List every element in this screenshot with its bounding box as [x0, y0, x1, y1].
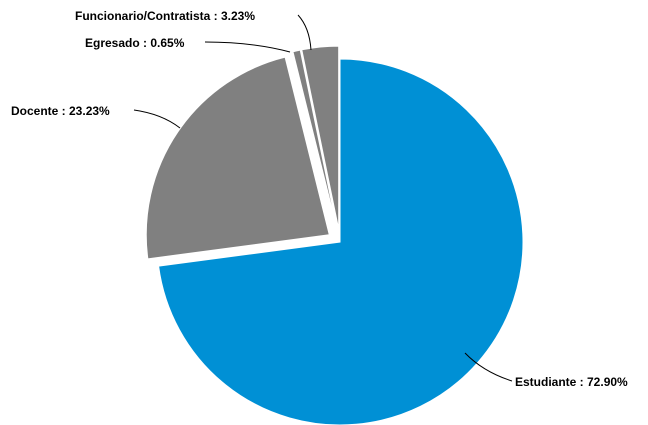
leader-line-egresado [204, 41, 291, 53]
pie-slices [145, 45, 524, 425]
slice-label-egresado: Egresado : 0.65% [85, 36, 185, 50]
leader-line-funcionario-contratista [297, 14, 312, 51]
pie-slice-egresado [292, 49, 338, 230]
slice-label-funcionario-contratista: Funcionario/Contratista : 3.23% [75, 9, 255, 23]
leader-line-docente [133, 109, 181, 129]
leader-line-estudiante [464, 352, 513, 382]
pie-slice-estudiante [158, 58, 524, 425]
slice-label-docente: Docente : 23.23% [11, 104, 110, 118]
leader-lines [133, 14, 513, 382]
slice-labels: Estudiante : 72.90% Docente : 23.23% Egr… [11, 9, 628, 389]
pie-slice-docente [145, 56, 330, 260]
slice-label-estudiante: Estudiante : 72.90% [515, 375, 628, 389]
pie-slice-funcionario-contratista [301, 45, 340, 230]
